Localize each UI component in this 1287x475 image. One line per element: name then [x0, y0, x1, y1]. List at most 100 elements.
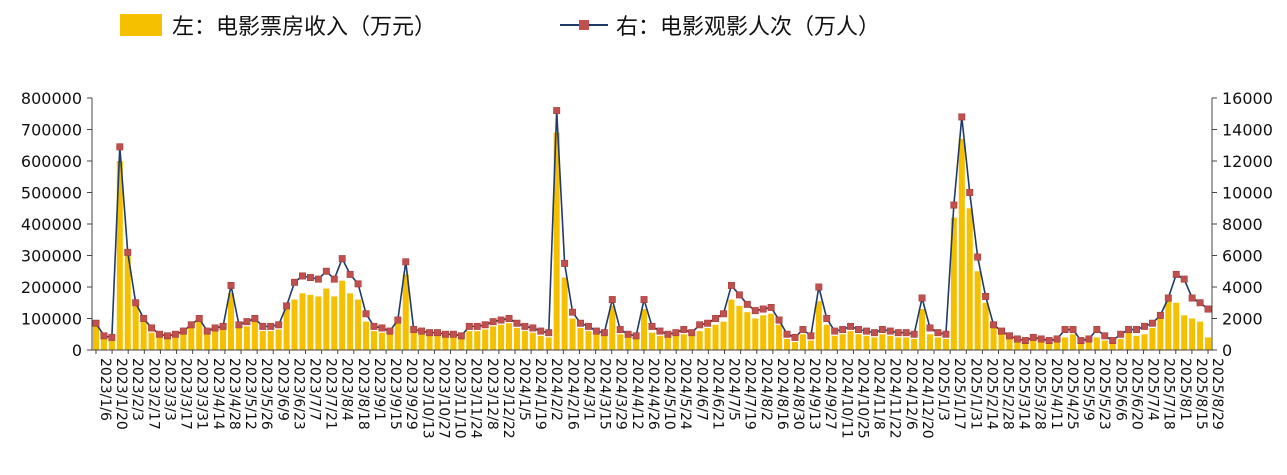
x-tick-label: 2024/6/7 — [693, 358, 709, 421]
x-tick-label: 2023/12/8 — [484, 358, 500, 430]
x-tick-label: 2024/3/1 — [580, 358, 596, 421]
line-marker-attendance — [998, 327, 1005, 335]
line-marker-attendance — [585, 322, 592, 330]
bar-box-office — [1157, 318, 1164, 350]
bar-box-office — [577, 327, 584, 350]
line-marker-attendance — [553, 107, 561, 115]
line-marker-attendance — [608, 296, 616, 304]
bar-box-office — [601, 335, 608, 350]
line-marker-attendance — [410, 326, 418, 333]
line-marker-attendance — [863, 327, 870, 335]
line-marker-attendance — [720, 310, 727, 318]
y-right-tick-label: 0 — [1222, 341, 1232, 360]
line-marker-attendance — [132, 299, 140, 307]
x-tick-label: 2023/9/1 — [371, 358, 387, 421]
bar-box-office — [1141, 334, 1148, 350]
x-tick-label: 2023/2/17 — [145, 358, 161, 430]
bar-box-office — [585, 331, 592, 350]
line-marker-attendance — [92, 319, 100, 327]
line-marker-attendance — [1077, 337, 1085, 345]
bar-box-office — [370, 331, 378, 350]
line-marker-attendance — [426, 329, 434, 337]
x-tick-label: 2024/10/25 — [854, 358, 870, 439]
x-tick-label: 2024/1/5 — [516, 358, 532, 421]
line-marker-attendance — [751, 307, 759, 315]
bar-box-office — [617, 334, 624, 350]
line-marker-attendance — [1133, 326, 1140, 333]
bar-box-office — [831, 335, 838, 350]
line-marker-attendance — [354, 280, 362, 288]
x-tick-label: 2023/3/31 — [194, 358, 210, 430]
bar-box-office — [196, 320, 203, 350]
bar-box-office — [426, 335, 433, 350]
bar-box-office — [648, 332, 656, 350]
y-right-axis: 0 2000 4000 6000 8000 10000 12000 14000 16000 — [1211, 89, 1273, 360]
x-axis: 2023/1/6 2023/1/20 2023/2/3 2023/2/17 2023/3… — [92, 349, 1225, 439]
x-tick-label: 2024/8/16 — [774, 358, 790, 430]
line-marker-attendance — [1125, 326, 1133, 333]
x-tick-label: 2023/12/22 — [500, 358, 516, 439]
x-tick-label: 2025/1/31 — [967, 358, 983, 430]
y-right-tick-label: 4000 — [1222, 278, 1263, 297]
bar-box-office — [140, 321, 147, 350]
bar-box-office — [291, 299, 298, 350]
line-marker-attendance — [815, 283, 823, 291]
y-right-tick-label: 2000 — [1222, 310, 1263, 329]
line-marker-attendance — [179, 327, 187, 335]
line-marker-attendance — [1101, 332, 1109, 340]
line-marker-attendance — [275, 321, 283, 329]
x-tick-label: 2024/6/21 — [709, 358, 725, 430]
y-right-tick-label: 14000 — [1222, 121, 1273, 140]
line-marker-attendance — [942, 330, 950, 338]
x-tick-label: 2024/11/8 — [871, 358, 887, 430]
x-tick-label: 2025/5/9 — [1080, 358, 1096, 421]
line-marker-attendance — [402, 258, 410, 266]
x-tick-label: 2025/6/20 — [1128, 358, 1144, 430]
bar-box-office — [1205, 337, 1212, 350]
y-left-axis: 0 100000 200000 300000 400000 500000 600000 700… — [21, 89, 93, 360]
bar-box-office — [998, 334, 1005, 350]
line-marker-attendance — [1021, 337, 1029, 345]
x-tick-label: 2023/4/28 — [226, 358, 242, 430]
x-tick-label: 2025/4/25 — [1064, 358, 1080, 430]
line-marker-attendance — [688, 329, 696, 337]
x-tick-label: 2023/4/14 — [210, 358, 226, 430]
line-marker-attendance — [847, 322, 855, 330]
line-marker-attendance — [299, 272, 306, 280]
bar-box-office — [1101, 340, 1108, 350]
bar-box-office — [688, 335, 695, 350]
line-marker-attendance — [386, 327, 394, 335]
x-tick-label: 2023/11/24 — [468, 358, 484, 439]
x-tick-label: 2025/8/29 — [1209, 358, 1225, 430]
line-path-attendance — [95, 110, 1209, 342]
line-marker-attendance — [592, 327, 600, 335]
x-tick-label: 2025/2/14 — [983, 358, 999, 430]
bar-box-office — [966, 208, 973, 350]
x-tick-label: 2023/9/15 — [387, 358, 403, 430]
bar-box-office — [458, 338, 465, 350]
bar-box-office — [934, 337, 941, 350]
y-left-tick-label: 800000 — [21, 89, 82, 108]
line-marker-attendance — [306, 274, 314, 282]
line-marker-attendance — [632, 332, 640, 340]
line-marker-attendance — [918, 294, 926, 302]
x-tick-label: 2024/3/15 — [597, 358, 613, 430]
bar-box-office — [895, 337, 902, 350]
line-marker-attendance — [346, 270, 354, 278]
bar-box-office — [1197, 321, 1204, 350]
x-tick-label: 2023/11/10 — [452, 358, 468, 439]
line-marker-attendance — [481, 321, 489, 329]
line-marker-attendance — [807, 332, 815, 340]
y-left-tick-label: 0 — [72, 341, 82, 360]
line-marker-attendance — [1085, 335, 1093, 343]
bar-box-office — [823, 324, 830, 350]
bar-box-office — [402, 274, 409, 350]
bar-box-office — [108, 338, 115, 350]
line-marker-attendance — [1069, 326, 1077, 333]
bar-box-office — [680, 334, 687, 350]
bar-box-office — [466, 331, 473, 350]
x-tick-label: 2023/5/26 — [258, 358, 274, 430]
line-marker-attendance — [148, 324, 156, 332]
y-left-tick-label: 100000 — [21, 310, 82, 329]
bar-box-office — [235, 327, 242, 350]
